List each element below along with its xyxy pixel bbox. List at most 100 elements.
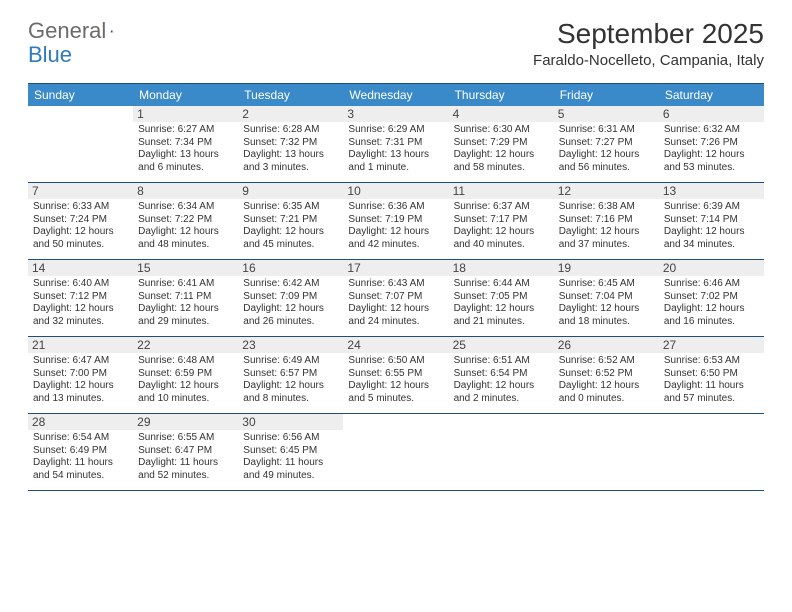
daylight1-text: Daylight: 13 hours <box>243 149 338 162</box>
sunset-text: Sunset: 7:21 PM <box>243 214 338 227</box>
sunset-text: Sunset: 7:22 PM <box>138 214 233 227</box>
sunset-text: Sunset: 7:27 PM <box>559 137 654 150</box>
sunrise-text: Sunrise: 6:27 AM <box>138 124 233 137</box>
sunrise-text: Sunrise: 6:45 AM <box>559 278 654 291</box>
sunset-text: Sunset: 7:07 PM <box>348 291 443 304</box>
calendar-cell: 9Sunrise: 6:35 AMSunset: 7:21 PMDaylight… <box>238 183 343 259</box>
calendar-cell: 14Sunrise: 6:40 AMSunset: 7:12 PMDayligh… <box>28 260 133 336</box>
logo-word2: Blue <box>28 42 72 68</box>
daylight1-text: Daylight: 13 hours <box>138 149 233 162</box>
sunset-text: Sunset: 6:47 PM <box>138 445 233 458</box>
day-header-fri: Friday <box>554 84 659 106</box>
daylight2-text: and 26 minutes. <box>243 316 338 329</box>
sunrise-text: Sunrise: 6:43 AM <box>348 278 443 291</box>
calendar-cell: 2Sunrise: 6:28 AMSunset: 7:32 PMDaylight… <box>238 106 343 182</box>
logo-sail-icon <box>110 21 114 41</box>
calendar-cell: 28Sunrise: 6:54 AMSunset: 6:49 PMDayligh… <box>28 414 133 490</box>
sunrise-text: Sunrise: 6:32 AM <box>664 124 759 137</box>
daylight1-text: Daylight: 12 hours <box>138 226 233 239</box>
sunrise-text: Sunrise: 6:54 AM <box>33 432 128 445</box>
day-number: 8 <box>133 183 238 199</box>
weeks-container: 1Sunrise: 6:27 AMSunset: 7:34 PMDaylight… <box>28 106 764 491</box>
daylight1-text: Daylight: 12 hours <box>664 149 759 162</box>
day-number: 12 <box>554 183 659 199</box>
title-block: September 2025 Faraldo-Nocelleto, Campan… <box>533 18 764 69</box>
calendar-cell: 29 Sunrise: 6:55 AMSunset: 6:47 PMDayligh… <box>133 414 238 490</box>
sunset-text: Sunset: 7:26 PM <box>664 137 759 150</box>
daylight1-text: Daylight: 12 hours <box>348 380 443 393</box>
daylight1-text: Daylight: 12 hours <box>33 380 128 393</box>
week-row: 14Sunrise: 6:40 AMSunset: 7:12 PMDayligh… <box>28 260 764 337</box>
daylight1-text: Daylight: 12 hours <box>243 303 338 316</box>
sunrise-text: Sunrise: 6:33 AM <box>33 201 128 214</box>
day-number: 19 <box>554 260 659 276</box>
sunrise-text: Sunrise: 6:44 AM <box>454 278 549 291</box>
daylight2-text: and 16 minutes. <box>664 316 759 329</box>
sunset-text: Sunset: 6:55 PM <box>348 368 443 381</box>
daylight2-text: and 1 minute. <box>348 162 443 175</box>
day-header-sat: Saturday <box>659 84 764 106</box>
daylight1-text: Daylight: 11 hours <box>243 457 338 470</box>
day-number: 17 <box>343 260 448 276</box>
day-number: 29 <box>133 414 238 430</box>
daylight1-text: Daylight: 11 hours <box>664 380 759 393</box>
sunset-text: Sunset: 7:17 PM <box>454 214 549 227</box>
sunrise-text: Sunrise: 6:34 AM <box>138 201 233 214</box>
sunrise-text: Sunrise: 6:42 AM <box>243 278 338 291</box>
location-subtitle: Faraldo-Nocelleto, Campania, Italy <box>533 52 764 69</box>
sunset-text: Sunset: 6:45 PM <box>243 445 338 458</box>
daylight2-text: and 10 minutes. <box>138 393 233 406</box>
calendar-cell: 21Sunrise: 6:47 AMSunset: 7:00 PMDayligh… <box>28 337 133 413</box>
daylight2-text: and 50 minutes. <box>33 239 128 252</box>
header: General September 2025 Faraldo-Nocelleto… <box>0 0 792 75</box>
sunrise-text: Sunrise: 6:35 AM <box>243 201 338 214</box>
daylight1-text: Daylight: 13 hours <box>348 149 443 162</box>
day-header-mon: Monday <box>133 84 238 106</box>
daylight2-text: and 53 minutes. <box>664 162 759 175</box>
calendar-cell <box>449 414 554 490</box>
calendar-cell: 26Sunrise: 6:52 AMSunset: 6:52 PMDayligh… <box>554 337 659 413</box>
day-number: 20 <box>659 260 764 276</box>
calendar-cell: 23Sunrise: 6:49 AMSunset: 6:57 PMDayligh… <box>238 337 343 413</box>
daylight1-text: Daylight: 12 hours <box>243 380 338 393</box>
day-header-wed: Wednesday <box>343 84 448 106</box>
day-header-thu: Thursday <box>449 84 554 106</box>
daylight2-text: and 48 minutes. <box>138 239 233 252</box>
sunrise-text: Sunrise: 6:36 AM <box>348 201 443 214</box>
day-number: 30 <box>238 414 343 430</box>
sunrise-text: Sunrise: 6:55 AM <box>138 432 233 445</box>
daylight2-text: and 52 minutes. <box>138 470 233 483</box>
day-number: 25 <box>449 337 554 353</box>
daylight2-text: and 40 minutes. <box>454 239 549 252</box>
daylight2-text: and 32 minutes. <box>33 316 128 329</box>
daylight1-text: Daylight: 11 hours <box>138 457 233 470</box>
daylight2-text: and 13 minutes. <box>33 393 128 406</box>
daylight2-text: and 5 minutes. <box>348 393 443 406</box>
calendar-cell: 19 Sunrise: 6:45 AMSunset: 7:04 PMDayligh… <box>554 260 659 336</box>
calendar-cell: 30Sunrise: 6:56 AMSunset: 6:45 PMDayligh… <box>238 414 343 490</box>
daylight1-text: Daylight: 12 hours <box>559 303 654 316</box>
sunset-text: Sunset: 6:59 PM <box>138 368 233 381</box>
daylight2-text: and 49 minutes. <box>243 470 338 483</box>
day-number: 1 <box>133 106 238 122</box>
calendar-cell: 24Sunrise: 6:50 AMSunset: 6:55 PMDayligh… <box>343 337 448 413</box>
sunset-text: Sunset: 7:02 PM <box>664 291 759 304</box>
sunset-text: Sunset: 7:04 PM <box>559 291 654 304</box>
sunset-text: Sunset: 7:29 PM <box>454 137 549 150</box>
sunrise-text: Sunrise: 6:53 AM <box>664 355 759 368</box>
daylight2-text: and 8 minutes. <box>243 393 338 406</box>
sunrise-text: Sunrise: 6:39 AM <box>664 201 759 214</box>
daylight2-text: and 34 minutes. <box>664 239 759 252</box>
logo: General <box>28 18 132 44</box>
sunset-text: Sunset: 7:09 PM <box>243 291 338 304</box>
day-number: 10 <box>343 183 448 199</box>
sunset-text: Sunset: 7:34 PM <box>138 137 233 150</box>
day-number: 6 <box>659 106 764 122</box>
daylight1-text: Daylight: 12 hours <box>664 303 759 316</box>
day-number: 14 <box>28 260 133 276</box>
sunset-text: Sunset: 7:00 PM <box>33 368 128 381</box>
day-number: 28 <box>28 414 133 430</box>
sunset-text: Sunset: 6:50 PM <box>664 368 759 381</box>
calendar-cell: 22Sunrise: 6:48 AMSunset: 6:59 PMDayligh… <box>133 337 238 413</box>
calendar-cell <box>554 414 659 490</box>
